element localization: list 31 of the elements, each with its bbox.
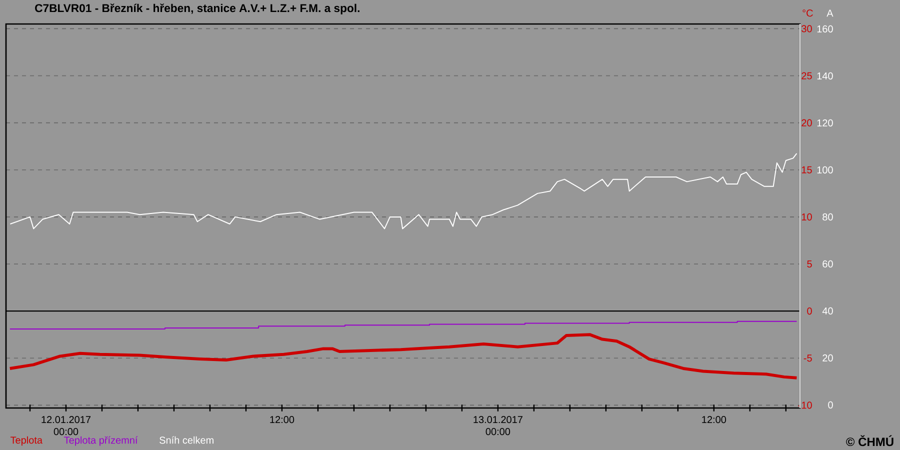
y-tick-label: -5 [804,354,812,362]
line-series [8,333,798,380]
x-tick-label: 13.01.2017 00:00 [474,416,522,436]
y-tick-label: 15 [802,166,812,174]
y2-tick-label: 60 [822,260,833,268]
chart-title: C7BLVR01 - Březník - hřeben, stanice A.V.+ L.Z.+ F.M. a spol. [35,4,360,14]
y2-tick-label: 100 [817,166,833,174]
y2-tick-label: 40 [822,307,833,314]
y2-tick-label: 160 [817,25,833,32]
text: Teplota přízemní [64,436,138,446]
y2-tick-label: 140 [817,72,833,80]
text: © ČHMÚ [846,435,894,446]
y-tick-label: -10 [798,402,812,409]
x-tick-label: 12:00 [270,416,294,424]
y-tick-label: 0 [807,308,812,315]
y2-axis-title: A [826,10,834,17]
y2-tick-label: 80 [822,213,833,220]
y-tick-label: 25 [802,72,812,80]
y-tick-label: 10 [802,213,812,220]
x-tick-label: 12.01.2017 00:00 [42,416,91,436]
y-tick-label: 20 [802,119,812,126]
line-series [9,320,798,330]
y-tick-label: 30 [802,25,812,32]
y2-tick-label: 20 [822,354,833,362]
y-tick-label: 5 [807,260,812,268]
text: Sníh celkem [160,436,214,444]
text: Teplota [10,436,43,446]
x-tick-label: 12:00 [702,416,726,424]
y2-tick-label: 0 [828,401,833,408]
y-axis-title: °C [802,10,813,17]
y2-tick-label: 120 [817,119,833,126]
